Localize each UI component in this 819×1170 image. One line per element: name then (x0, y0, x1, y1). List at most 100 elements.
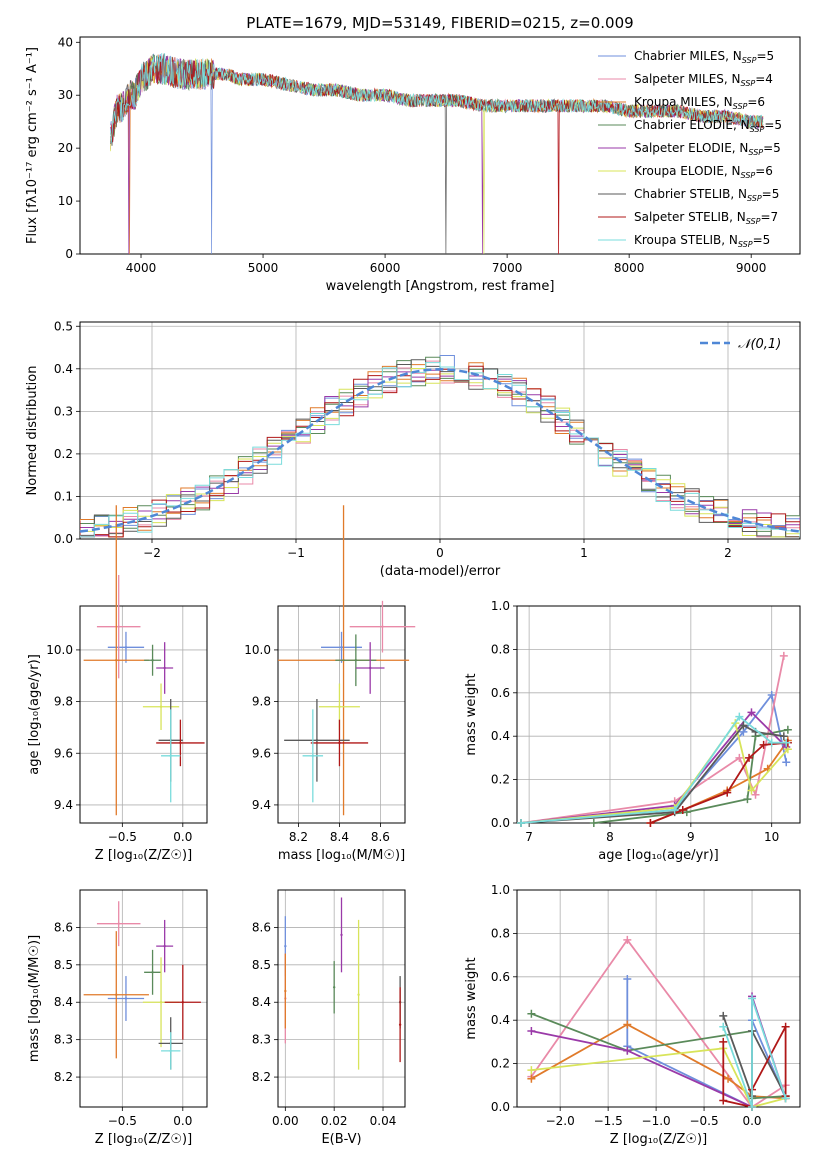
y-tick-label: 9.4 (252, 798, 271, 812)
x-tick-label: 10 (764, 830, 779, 844)
x-axis-label: mass [log₁₀(M/M☉)] (278, 848, 405, 863)
y-tick-label: 0.0 (491, 816, 510, 830)
x-tick-label: 0.0 (173, 830, 192, 844)
y-axis-label: Flux [fλ10⁻¹⁷ erg cm⁻² s⁻¹ A⁻¹] (25, 47, 40, 244)
x-tick-label: −1 (287, 546, 305, 560)
y-tick-label: 0.4 (491, 729, 510, 743)
y-tick-label: 0 (65, 247, 73, 261)
weight-marker (678, 805, 687, 814)
weight-marker (782, 758, 791, 767)
normal-curve (79, 368, 801, 533)
data-point (169, 754, 172, 758)
weight-marker (527, 1027, 536, 1036)
y-tick-label: 8.5 (252, 958, 271, 972)
data-point (115, 993, 118, 996)
panel-age-vs-Z (76, 605, 208, 827)
x-tick-label: −1.5 (594, 1114, 623, 1128)
x-tick-label: −2.0 (546, 1114, 575, 1128)
data-point (159, 705, 163, 708)
y-tick-label: 9.8 (252, 695, 271, 709)
y-tick-label: 9.8 (54, 695, 73, 709)
panel-residuals (76, 321, 801, 543)
hist-series-8 (80, 362, 800, 538)
data-point (338, 741, 341, 745)
weight-marker (747, 786, 756, 795)
y-tick-label: 0.8 (491, 642, 510, 656)
weight-marker (623, 1020, 632, 1029)
y-tick-label: 9.6 (54, 746, 73, 760)
legend-label: 𝒩(0,1) (738, 337, 781, 352)
weight-series-4 (520, 710, 787, 824)
data-point (115, 659, 118, 662)
weight-marker (748, 994, 757, 1003)
legend-label: Kroupa STELIB, NSSP=5 (634, 233, 770, 249)
axes-frame (277, 889, 406, 1108)
y-tick-label: 8.2 (252, 1070, 271, 1084)
y-tick-label: 0.2 (54, 447, 73, 461)
weight-marker (782, 738, 791, 747)
weight-marker (719, 1096, 728, 1105)
data-point (368, 666, 372, 670)
weight-marker (779, 651, 788, 660)
y-tick-label: 8.3 (252, 1033, 271, 1047)
weight-marker (719, 1022, 728, 1031)
x-axis-label: (data-model)/error (380, 564, 501, 579)
weight-marker (719, 1037, 728, 1046)
weight-marker (724, 1074, 733, 1083)
data-point (163, 666, 166, 670)
weight-marker (735, 712, 744, 721)
x-axis-label: E(B-V) (321, 1132, 361, 1147)
legend-label: Kroupa MILES, NSSP=6 (634, 95, 765, 111)
x-tick-label: 0.0 (742, 1114, 761, 1128)
weight-series-0 (626, 979, 787, 1109)
x-axis-label: Z [log₁₀(Z/Z☉)] (95, 1132, 192, 1147)
data-point (117, 625, 120, 628)
x-axis-label: Z [log₁₀(Z/Z☉)] (610, 1132, 707, 1147)
weight-series-4 (531, 996, 787, 1109)
x-tick-label: 1 (580, 546, 588, 560)
y-tick-label: 8.6 (54, 920, 73, 934)
data-point (315, 739, 319, 742)
axes-frame (79, 605, 208, 824)
y-axis-label: age [log₁₀(age/yr)] (27, 654, 42, 775)
y-axis-label: mass weight (464, 673, 479, 755)
y-axis-label: mass [log₁₀(M/M☉)] (27, 935, 42, 1062)
figure-title: PLATE=1679, MJD=53149, FIBERID=0215, z=0… (246, 14, 633, 32)
y-tick-label: 8.3 (54, 1033, 73, 1047)
legend-label: Chabrier MILES, NSSP=5 (634, 49, 774, 65)
data-point (340, 933, 343, 937)
weight-marker (781, 1022, 790, 1031)
x-tick-label: 0 (436, 546, 444, 560)
weight-series-1 (520, 655, 785, 824)
weight-series-7 (650, 741, 788, 824)
weight-series-8 (722, 998, 787, 1108)
x-tick-label: 0.02 (321, 1114, 348, 1128)
data-point (181, 1001, 185, 1004)
weight-marker (719, 1011, 728, 1020)
y-tick-label: 8.5 (54, 958, 73, 972)
x-tick-label: −1.0 (642, 1114, 671, 1128)
y-tick-label: 1.0 (491, 599, 510, 613)
x-tick-label: 8.2 (289, 830, 308, 844)
y-tick-label: 9.4 (54, 798, 73, 812)
weight-marker (745, 753, 754, 762)
weight-marker (783, 725, 792, 734)
data-point (354, 659, 358, 662)
axes-frame (79, 889, 208, 1108)
x-tick-label: 8000 (614, 261, 645, 275)
y-tick-label: 0.2 (491, 773, 510, 787)
x-tick-label: 8 (606, 830, 614, 844)
weight-marker (759, 740, 768, 749)
weight-marker (735, 753, 744, 762)
weight-marker (739, 721, 748, 730)
legend-label: Chabrier STELIB, NSSP=5 (634, 187, 779, 203)
data-point (163, 944, 166, 948)
x-tick-label: 0.0 (173, 1114, 192, 1128)
y-tick-label: 8.6 (252, 920, 271, 934)
weight-marker (589, 819, 598, 827)
y-tick-label: 20 (58, 141, 73, 155)
data-point (284, 989, 287, 993)
y-tick-label: 30 (58, 88, 73, 102)
weight-marker (767, 690, 776, 699)
